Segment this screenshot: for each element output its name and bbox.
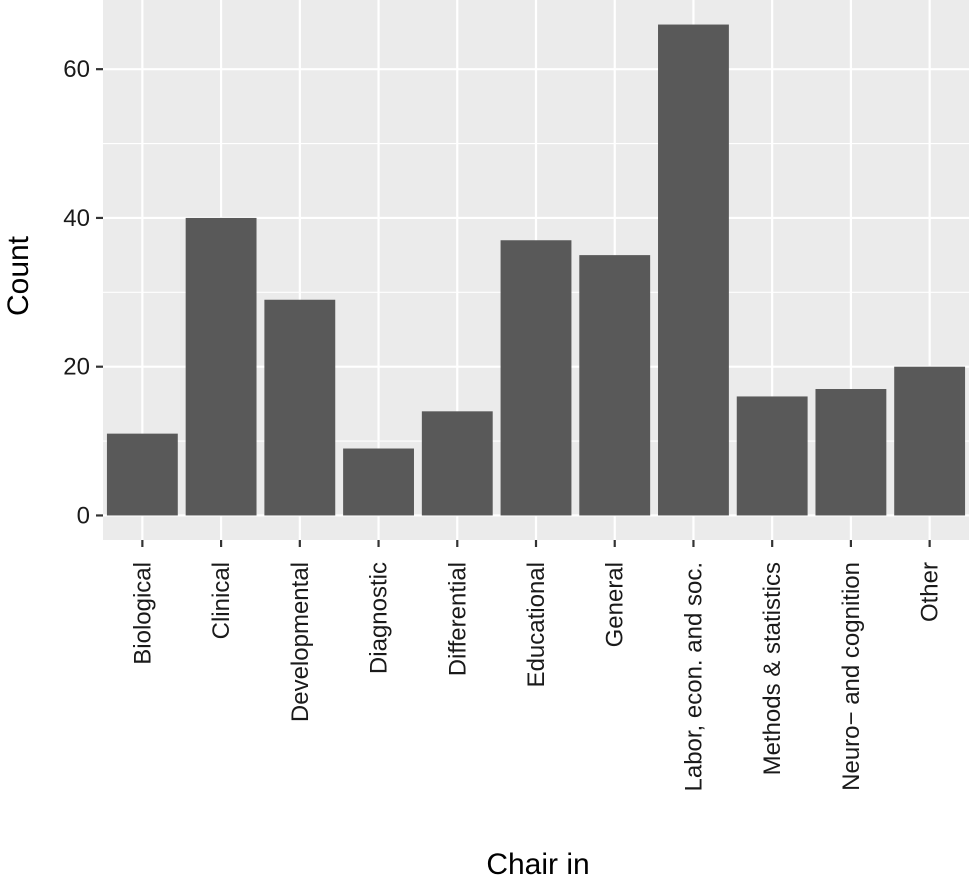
bar — [343, 448, 414, 516]
x-axis-title: Chair in — [486, 848, 589, 881]
x-tick-label: Clinical — [208, 562, 235, 639]
bar — [579, 255, 651, 516]
x-axis: Biological Clinical Developmental Diagnosti… — [129, 540, 944, 792]
y-tick-label: 60 — [63, 56, 90, 83]
bar — [185, 217, 257, 516]
y-axis-title: Count — [2, 235, 35, 316]
bar — [421, 411, 493, 516]
x-tick-label: Educational — [523, 562, 550, 687]
bar — [815, 389, 887, 516]
y-tick-label: 40 — [63, 205, 90, 232]
x-tick-label: General — [602, 562, 629, 647]
y-tick-label: 20 — [63, 354, 90, 381]
x-tick-label: Biological — [129, 562, 156, 665]
bar — [894, 366, 966, 516]
x-tick-label: Differential — [444, 562, 471, 676]
x-tick-label: Other — [917, 562, 944, 622]
x-tick-label: Methods & statistics — [759, 562, 786, 775]
x-tick-label: Neuro− and cognition — [838, 562, 865, 791]
y-tick-label: 0 — [77, 502, 90, 529]
bar — [264, 299, 336, 516]
bar — [736, 396, 808, 516]
x-tick-label: Labor, econ. and soc. — [680, 562, 707, 792]
bar — [500, 240, 572, 516]
x-tick-label: Diagnostic — [366, 562, 393, 674]
bar — [658, 24, 729, 516]
bar — [106, 433, 178, 516]
bars — [106, 24, 966, 516]
y-axis: 0 20 40 60 — [63, 56, 103, 529]
x-tick-label: Developmental — [287, 562, 314, 722]
